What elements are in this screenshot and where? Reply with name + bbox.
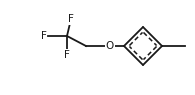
Text: F: F — [64, 50, 70, 60]
Text: F: F — [68, 14, 74, 24]
Text: O: O — [106, 41, 114, 51]
Text: F: F — [41, 31, 47, 41]
